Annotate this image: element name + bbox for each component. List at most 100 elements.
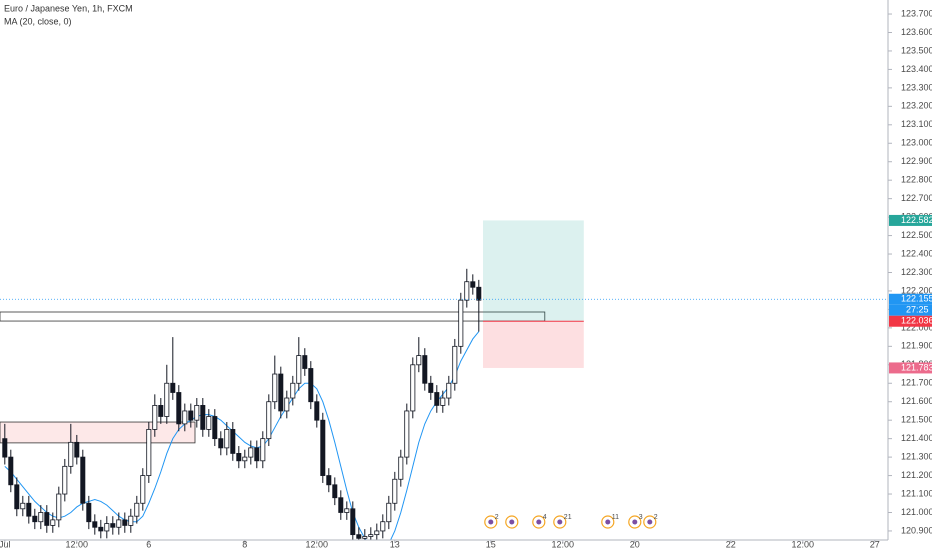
- candle-body: [158, 405, 164, 417]
- x-tick-label: Jul: [0, 539, 11, 549]
- y-tick-label: 122.700: [901, 193, 932, 203]
- indicator-legend: MA (20, close, 0): [4, 16, 72, 26]
- candle-body: [326, 475, 332, 486]
- candle-body: [134, 502, 140, 517]
- candle-body: [110, 523, 116, 528]
- candle-body: [284, 397, 290, 412]
- candle-body: [374, 530, 380, 536]
- candle-body: [260, 438, 266, 462]
- event-dot: [647, 519, 653, 525]
- candle-body: [476, 286, 482, 301]
- candle-body: [122, 519, 128, 526]
- event-count: 4: [543, 514, 547, 521]
- candle-body: [80, 456, 86, 504]
- price-tag: [889, 293, 932, 305]
- y-tick-label: 123.000: [901, 138, 932, 148]
- x-tick-label: 15: [486, 539, 496, 549]
- candle-body: [50, 519, 56, 526]
- price-tag-label: 122.155: [901, 294, 932, 304]
- candle-body: [398, 456, 404, 480]
- candle-body: [68, 441, 74, 467]
- event-count: 3: [639, 514, 643, 521]
- price-tag-label: 122.582: [901, 215, 932, 225]
- y-tick-label: 121.900: [901, 341, 932, 351]
- stop-zone: [483, 321, 584, 368]
- candle-body: [176, 392, 182, 425]
- y-tick-label: 122.800: [901, 175, 932, 185]
- candle-body: [392, 478, 398, 504]
- candle-body: [320, 419, 326, 476]
- candle-body: [254, 447, 260, 462]
- candle-body: [458, 299, 464, 347]
- countdown-label: 27:25: [906, 305, 929, 315]
- candle-body: [74, 441, 80, 458]
- x-tick-label: 27: [870, 539, 880, 549]
- candle-body: [206, 416, 212, 430]
- event-count: 2: [495, 514, 499, 521]
- y-tick-label: 123.600: [901, 27, 932, 37]
- candle-body: [236, 453, 242, 462]
- y-tick-label: 121.500: [901, 415, 932, 425]
- candle-body: [380, 521, 386, 532]
- candle-body: [272, 373, 278, 403]
- candle-body: [14, 484, 20, 510]
- price-tag-label: 121.783: [901, 362, 932, 372]
- candle-body: [404, 410, 410, 458]
- event-dot: [632, 519, 638, 525]
- event-dot: [488, 519, 494, 525]
- x-tick-label: 12:00: [552, 539, 575, 549]
- x-tick-label: 6: [146, 539, 151, 549]
- price-tag: [889, 362, 932, 374]
- candle-body: [302, 355, 308, 369]
- x-tick-label: 13: [390, 539, 400, 549]
- candle-body: [98, 526, 104, 532]
- candle-body: [452, 345, 458, 384]
- candle-body: [194, 405, 200, 421]
- event-dot: [605, 519, 611, 525]
- candle-body: [332, 484, 338, 499]
- event-dot: [557, 519, 563, 525]
- price-tag-label: 122.036: [901, 316, 932, 326]
- candle-body: [308, 368, 314, 403]
- event-count: 11: [612, 514, 619, 521]
- candle-body: [386, 502, 392, 523]
- candle-body: [428, 382, 434, 393]
- y-tick-label: 123.200: [901, 101, 932, 111]
- candle-body: [152, 405, 158, 430]
- x-tick-label: 12:00: [66, 539, 89, 549]
- chart-title: Euro / Japanese Yen, 1h, FXCM: [4, 3, 133, 13]
- y-tick-label: 121.300: [901, 451, 932, 461]
- y-tick-label: 121.600: [901, 396, 932, 406]
- profit-zone: [483, 220, 584, 322]
- candle-body: [266, 401, 272, 440]
- candle-body: [242, 456, 248, 462]
- candle-body: [470, 281, 476, 288]
- candle-body: [344, 508, 350, 513]
- candle-body: [44, 512, 50, 526]
- candle-body: [416, 355, 422, 366]
- y-tick-label: 121.000: [901, 507, 932, 517]
- x-tick-label: 12:00: [306, 539, 329, 549]
- candle-body: [86, 502, 92, 523]
- candle-body: [170, 382, 176, 393]
- candle-body: [464, 281, 470, 301]
- y-tick-label: 121.700: [901, 378, 932, 388]
- candle-body: [446, 382, 452, 399]
- x-tick-label: 8: [242, 539, 247, 549]
- candle-body: [440, 397, 446, 406]
- candle-body: [422, 355, 428, 384]
- y-tick-label: 121.200: [901, 470, 932, 480]
- event-count: 2: [654, 514, 658, 521]
- zone: [0, 311, 546, 322]
- candle-body: [2, 438, 8, 458]
- candle-body: [338, 497, 344, 513]
- y-tick-label: 123.100: [901, 119, 932, 129]
- candle-body: [140, 475, 146, 504]
- candle-body: [26, 502, 32, 517]
- candle-body: [296, 355, 302, 384]
- candle-body: [314, 401, 320, 421]
- y-tick-label: 122.900: [901, 156, 932, 166]
- candle-body: [20, 502, 26, 510]
- price-tag: [889, 315, 932, 327]
